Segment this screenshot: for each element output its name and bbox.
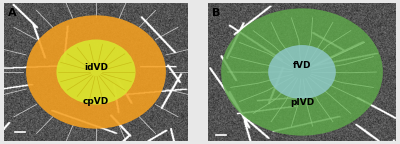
Text: A: A	[8, 8, 16, 18]
Text: cpVD: cpVD	[83, 97, 109, 106]
Text: idVD: idVD	[84, 63, 108, 72]
Text: pIVD: pIVD	[290, 98, 314, 107]
Text: B: B	[212, 8, 220, 18]
Ellipse shape	[268, 45, 336, 99]
Ellipse shape	[56, 39, 136, 105]
Ellipse shape	[221, 8, 383, 136]
Ellipse shape	[26, 15, 166, 129]
Text: fVD: fVD	[293, 61, 311, 70]
